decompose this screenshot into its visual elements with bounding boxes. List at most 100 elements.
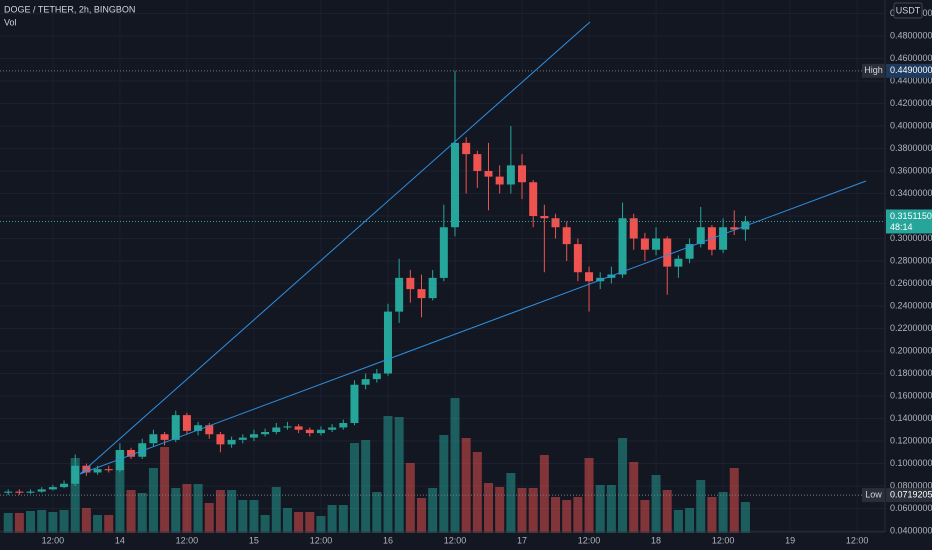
volume-bar <box>115 450 125 533</box>
chart-title: DOGE / TETHER, 2h, BINGBON <box>4 4 135 14</box>
volume-bar <box>249 500 259 533</box>
volume-bar <box>729 468 739 533</box>
candle-body <box>652 238 661 250</box>
candle-body <box>149 434 158 444</box>
candle-body <box>495 176 504 185</box>
candle-body <box>26 491 35 493</box>
candle-body <box>451 142 459 228</box>
y-tick-label: 0.1600000 <box>890 390 932 400</box>
candle-body <box>127 449 136 457</box>
x-tick-label: 17 <box>517 535 527 545</box>
candle-body <box>316 429 325 434</box>
candle-body <box>618 218 627 275</box>
currency[interactable]: USDT <box>896 5 921 15</box>
candle-body <box>585 272 594 282</box>
candle-body <box>551 218 560 228</box>
candle-body <box>417 289 426 299</box>
last-price: 0.3151150 <box>890 211 932 221</box>
marker-name: High <box>864 65 883 75</box>
volume-bar <box>361 440 371 533</box>
candle-body <box>383 311 392 374</box>
volume-bar <box>461 438 471 533</box>
trend-line <box>79 21 591 475</box>
candle-body <box>216 434 225 445</box>
x-tick-label: 12:00 <box>578 535 601 545</box>
price-axis <box>885 0 932 550</box>
candle-body <box>115 449 124 471</box>
volume-bar <box>595 485 605 533</box>
x-tick-label: 12:00 <box>444 535 467 545</box>
candle-body <box>194 425 203 431</box>
volume-bar <box>528 488 538 533</box>
candle-body <box>562 227 571 245</box>
x-tick-label: 12:00 <box>310 535 333 545</box>
y-tick-label: 0.3600000 <box>890 165 932 175</box>
candle-body <box>227 439 236 445</box>
x-tick-label: 19 <box>785 535 795 545</box>
volume-bar <box>383 416 393 533</box>
volume-label: Vol <box>4 17 17 27</box>
candle-body <box>60 483 69 488</box>
volume-bar <box>696 480 706 533</box>
y-tick-label: 0.4800000 <box>890 30 932 40</box>
y-tick-label: 0.4000000 <box>890 120 932 130</box>
candle-body <box>506 165 515 185</box>
candle-body <box>361 379 370 385</box>
volume-bar <box>93 515 103 533</box>
volume-bar <box>651 475 661 533</box>
volume-bar <box>495 487 505 533</box>
y-tick-label: 0.0400000 <box>890 525 932 535</box>
volume-bar <box>37 510 47 533</box>
volume-bar <box>372 492 382 533</box>
volume-bar <box>517 488 527 533</box>
y-tick-label: 0.3400000 <box>890 188 932 198</box>
volume-bar <box>618 438 628 533</box>
candle-body <box>719 227 728 250</box>
volume-bar <box>182 484 192 533</box>
volume-bar <box>238 500 248 533</box>
candle-body <box>93 469 102 473</box>
x-tick-label: 12:00 <box>42 535 65 545</box>
volume-bar <box>539 455 549 533</box>
volume-bar <box>316 516 326 533</box>
volume-bar <box>606 485 616 533</box>
currency-box[interactable] <box>893 2 923 19</box>
volume-bar <box>215 490 225 533</box>
candle-body <box>283 426 292 428</box>
y-tick-label: 0.2400000 <box>890 300 932 310</box>
volume-bar <box>405 463 415 533</box>
candle-body <box>238 437 247 440</box>
volume-bar <box>740 502 750 533</box>
x-tick-label: 16 <box>383 535 393 545</box>
volume-bar <box>204 503 214 533</box>
countdown: 48:14 <box>890 222 913 232</box>
marker-name-box <box>862 63 885 78</box>
y-tick-label: 0.1800000 <box>890 368 932 378</box>
candle-body <box>261 431 270 435</box>
candle-body <box>462 142 471 155</box>
candle-body <box>82 465 91 473</box>
grid <box>0 0 885 532</box>
volume-bar <box>416 498 426 533</box>
volume-bar <box>14 513 24 533</box>
volume-bar <box>260 515 270 533</box>
candle-body <box>395 277 404 312</box>
candle-body <box>171 415 180 440</box>
volume-bar <box>472 452 482 533</box>
candle-body <box>406 277 415 290</box>
volume-bar <box>327 505 337 533</box>
volume-bar <box>126 490 136 533</box>
candle-body <box>249 434 258 438</box>
x-tick-label: 15 <box>249 535 259 545</box>
candle-body <box>372 373 381 380</box>
candle-body <box>182 415 191 431</box>
y-tick-label: 0.0600000 <box>890 503 932 513</box>
volume-bar <box>26 511 36 533</box>
marker-name-box <box>862 488 885 503</box>
x-tick-label: 12:00 <box>712 535 735 545</box>
candle-body <box>104 469 113 471</box>
x-tick-label: 14 <box>115 535 125 545</box>
volume-bar <box>573 497 583 533</box>
